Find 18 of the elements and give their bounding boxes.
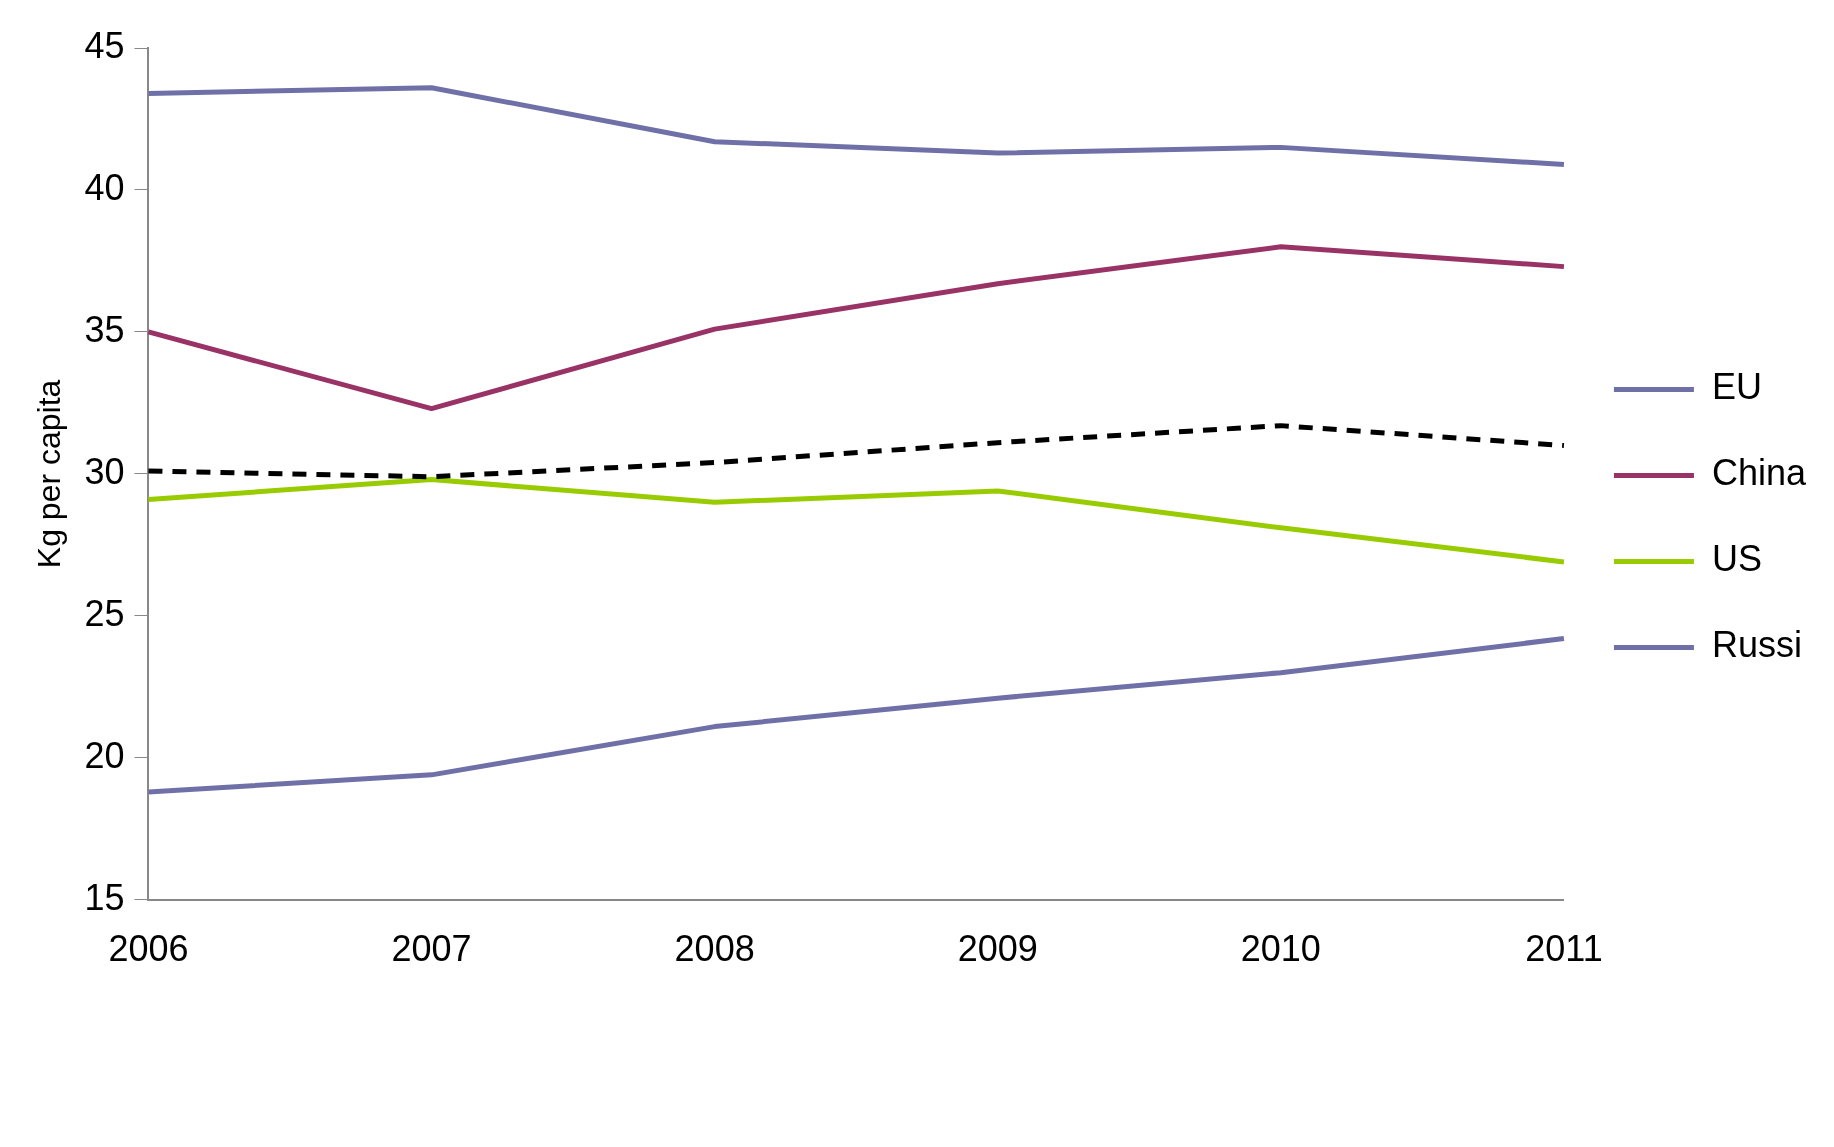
y-tick-label: 25 <box>84 592 125 634</box>
x-tick-label: 2009 <box>957 928 1038 970</box>
x-tick-label: 2006 <box>108 928 189 970</box>
y-tick-label: 40 <box>84 166 125 208</box>
y-tick-label: 30 <box>84 450 125 492</box>
y-tick-label: 20 <box>84 734 125 776</box>
legend-label: China <box>1711 452 1807 494</box>
x-tick-label: 2008 <box>674 928 755 970</box>
y-axis-title: Kg per capita <box>31 379 68 569</box>
legend-label: Russi <box>1711 624 1802 666</box>
y-tick-label: 35 <box>84 308 125 350</box>
x-tick-label: 2010 <box>1240 928 1321 970</box>
y-tick-label: 15 <box>84 876 125 918</box>
x-tick-label: 2011 <box>1525 928 1603 970</box>
legend-label: EU <box>1711 366 1762 408</box>
x-tick-label: 2007 <box>391 928 472 970</box>
y-tick-label: 45 <box>84 24 125 66</box>
legend-label: US <box>1711 538 1762 580</box>
